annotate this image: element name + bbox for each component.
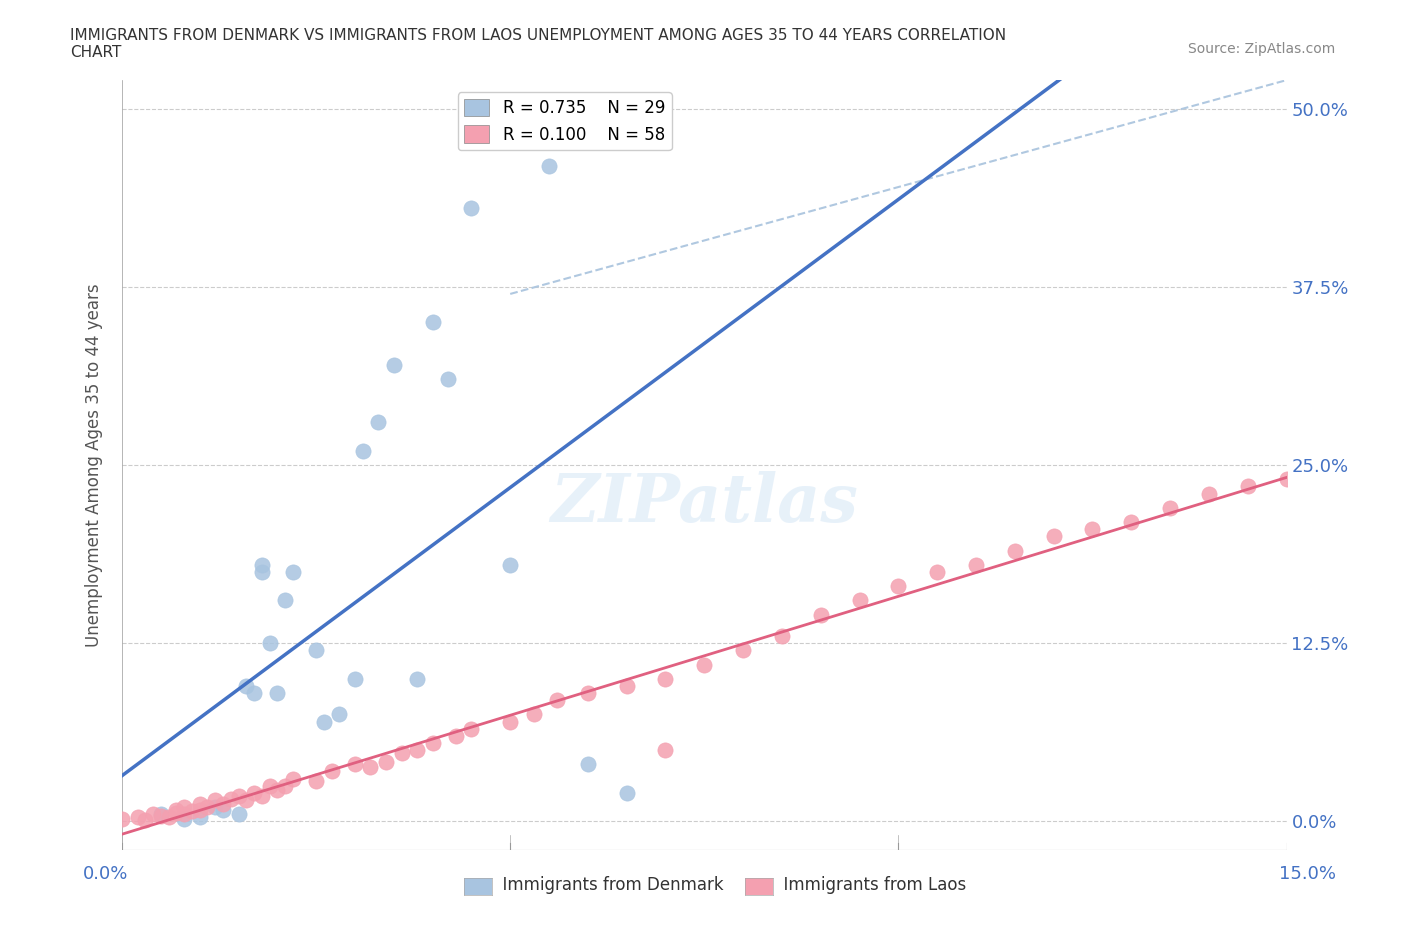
Point bbox=[538, 158, 561, 173]
Point bbox=[281, 771, 304, 786]
Point bbox=[927, 565, 949, 579]
Point bbox=[142, 807, 165, 822]
Point bbox=[444, 728, 467, 743]
Point bbox=[235, 792, 257, 807]
Point bbox=[157, 810, 180, 825]
Point bbox=[1121, 514, 1143, 529]
Point bbox=[693, 658, 716, 672]
Point bbox=[165, 805, 187, 820]
Text: Immigrants from Laos: Immigrants from Laos bbox=[773, 876, 966, 895]
Point bbox=[616, 786, 638, 801]
Point bbox=[165, 803, 187, 817]
Point bbox=[173, 807, 195, 822]
Text: ZIPatlas: ZIPatlas bbox=[550, 471, 858, 536]
Point bbox=[770, 629, 793, 644]
Point bbox=[250, 565, 273, 579]
Text: Source: ZipAtlas.com: Source: ZipAtlas.com bbox=[1188, 42, 1336, 56]
Point bbox=[250, 789, 273, 804]
Point bbox=[235, 679, 257, 694]
Point bbox=[250, 557, 273, 572]
Point bbox=[149, 807, 172, 822]
Point bbox=[810, 607, 832, 622]
Point bbox=[243, 786, 266, 801]
Point bbox=[352, 444, 374, 458]
Point bbox=[1236, 479, 1258, 494]
Point bbox=[343, 757, 366, 772]
Point bbox=[127, 810, 149, 825]
Point bbox=[367, 415, 389, 430]
Y-axis label: Unemployment Among Ages 35 to 44 years: Unemployment Among Ages 35 to 44 years bbox=[86, 284, 103, 646]
Point bbox=[343, 671, 366, 686]
Point bbox=[173, 800, 195, 815]
Point bbox=[188, 803, 211, 817]
Point bbox=[197, 800, 219, 815]
Point bbox=[259, 778, 281, 793]
Point bbox=[437, 372, 460, 387]
Point bbox=[1081, 522, 1104, 537]
Point bbox=[522, 707, 544, 722]
Point bbox=[391, 746, 413, 761]
Point bbox=[274, 593, 297, 608]
Text: 15.0%: 15.0% bbox=[1279, 865, 1336, 883]
Point bbox=[281, 565, 304, 579]
Point bbox=[274, 778, 297, 793]
Point bbox=[654, 671, 676, 686]
Point bbox=[305, 774, 328, 789]
Point bbox=[360, 760, 382, 775]
Point bbox=[204, 800, 226, 815]
Point bbox=[616, 679, 638, 694]
Legend: R = 0.735    N = 29, R = 0.100    N = 58: R = 0.735 N = 29, R = 0.100 N = 58 bbox=[457, 92, 672, 151]
Point bbox=[111, 811, 134, 826]
Point bbox=[576, 685, 599, 700]
Point bbox=[212, 797, 235, 812]
Point bbox=[228, 807, 250, 822]
Point bbox=[887, 578, 910, 593]
Point bbox=[173, 811, 195, 826]
Point bbox=[328, 707, 350, 722]
Point bbox=[181, 804, 204, 818]
Point bbox=[1004, 543, 1026, 558]
Point bbox=[965, 557, 987, 572]
Point bbox=[228, 789, 250, 804]
Point bbox=[212, 803, 235, 817]
Point bbox=[422, 736, 444, 751]
Point bbox=[1159, 500, 1181, 515]
Point bbox=[188, 810, 211, 825]
Text: IMMIGRANTS FROM DENMARK VS IMMIGRANTS FROM LAOS UNEMPLOYMENT AMONG AGES 35 TO 44: IMMIGRANTS FROM DENMARK VS IMMIGRANTS FR… bbox=[70, 28, 1007, 60]
Point bbox=[1198, 486, 1220, 501]
Point bbox=[312, 714, 335, 729]
Point bbox=[576, 757, 599, 772]
Point bbox=[219, 791, 242, 806]
Point bbox=[1042, 529, 1064, 544]
Point bbox=[188, 797, 211, 812]
Point bbox=[654, 743, 676, 758]
Point bbox=[149, 808, 172, 823]
Point bbox=[266, 782, 288, 797]
Point bbox=[406, 743, 429, 758]
Point bbox=[460, 201, 482, 216]
Point bbox=[305, 643, 328, 658]
Text: Immigrants from Denmark: Immigrants from Denmark bbox=[492, 876, 724, 895]
Point bbox=[243, 685, 266, 700]
Text: 0.0%: 0.0% bbox=[83, 865, 128, 883]
Point bbox=[546, 693, 568, 708]
Point bbox=[204, 792, 226, 807]
Point bbox=[406, 671, 429, 686]
Point bbox=[733, 643, 755, 658]
Point bbox=[460, 722, 482, 737]
Point bbox=[382, 358, 405, 373]
Point bbox=[499, 557, 522, 572]
Point bbox=[1275, 472, 1298, 486]
Point bbox=[499, 714, 522, 729]
Point bbox=[134, 813, 156, 828]
Point bbox=[259, 636, 281, 651]
Point bbox=[321, 764, 343, 779]
Point bbox=[848, 593, 870, 608]
Point bbox=[375, 754, 398, 769]
Point bbox=[266, 685, 288, 700]
Point bbox=[422, 315, 444, 330]
